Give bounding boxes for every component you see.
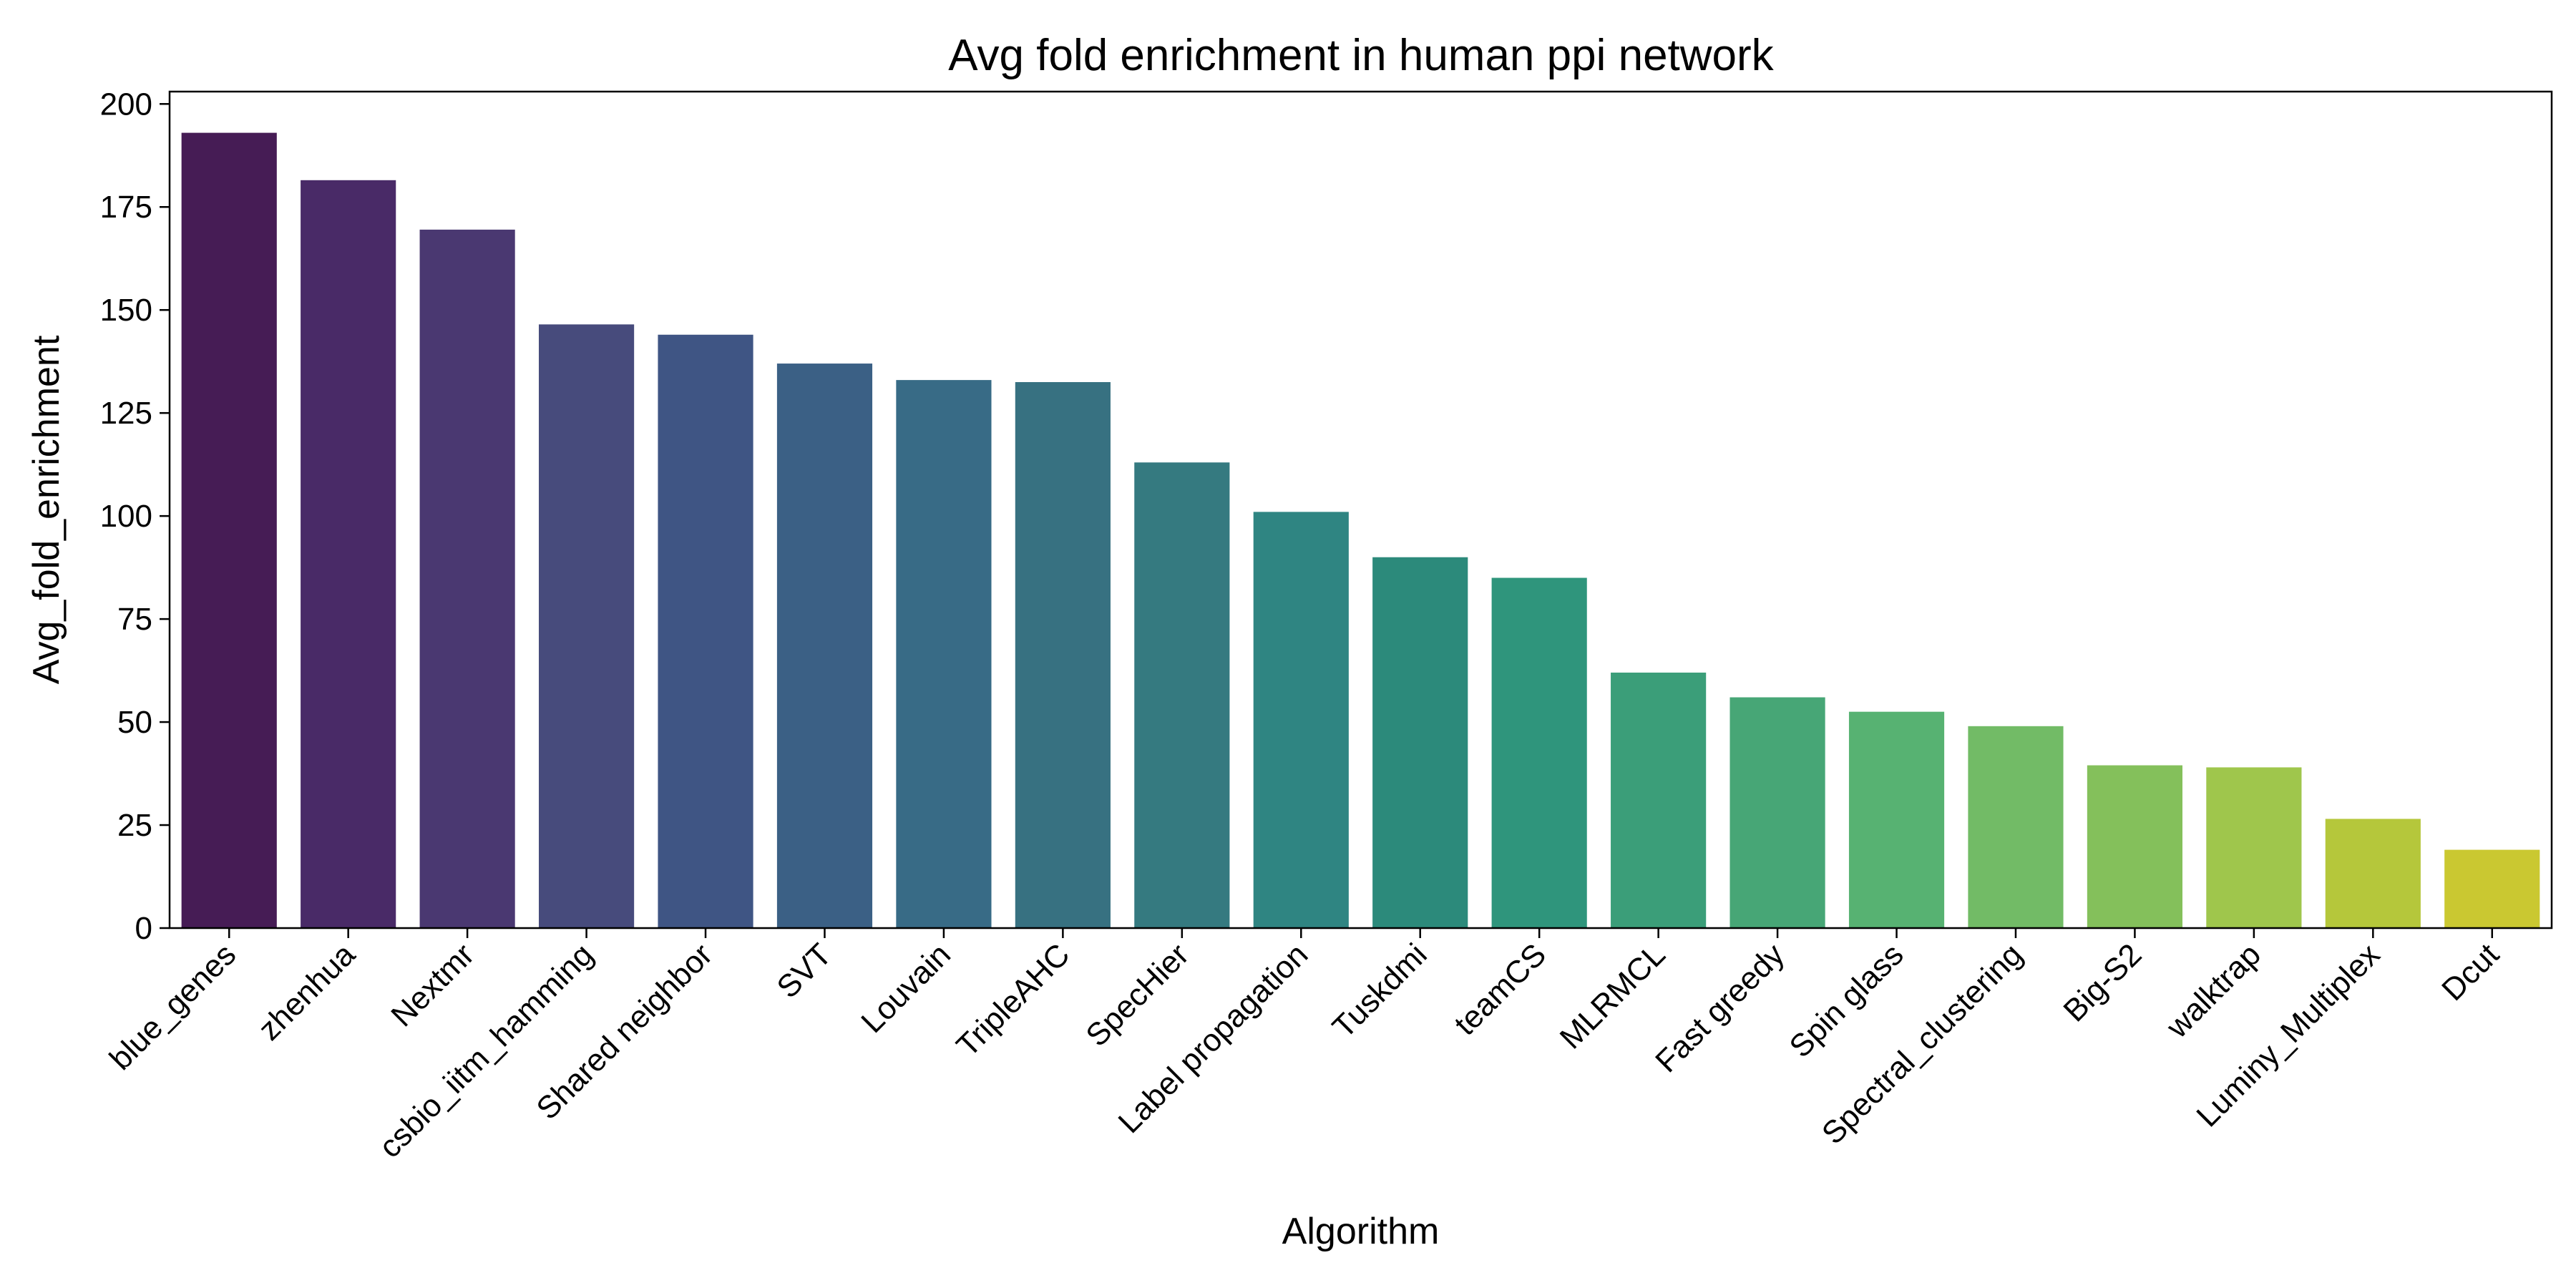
x-tick-label: walktrap [2160,937,2268,1045]
bar [658,334,753,928]
x-axis-label: Algorithm [1282,1211,1440,1252]
x-tick-label: csbio_iitm_hamming [372,937,600,1164]
y-tick-label: 175 [100,190,152,225]
x-tick-label: Dcut [2435,937,2506,1008]
bar [2444,849,2540,928]
y-tick-label: 50 [117,705,152,740]
x-tick-label: SVT [770,937,838,1005]
bar [1491,577,1587,928]
bar [1611,672,1707,928]
chart-title: Avg fold enrichment in human ppi network [948,31,1774,80]
bar [419,229,515,928]
y-tick-label: 150 [100,293,152,328]
bar [1015,381,1111,928]
bar [1729,697,1825,928]
x-tick-label: Big-S2 [2057,937,2148,1028]
y-tick-label: 125 [100,396,152,431]
x-tick-label: teamCS [1448,937,1553,1042]
x-tick-label: Louvain [854,937,957,1040]
y-tick-label: 0 [135,911,152,946]
y-tick-label: 25 [117,808,152,843]
bar [1134,462,1230,928]
x-tick-label: Nextmr [384,937,481,1033]
x-tick-label: zhenhua [252,937,362,1047]
x-tick-label: Spectral_clustering [1815,937,2029,1151]
bar [1968,726,2064,928]
bar [1372,557,1468,928]
x-tick-label: TripleAHC [950,937,1076,1063]
x-tick-label: MLRMCL [1553,937,1672,1055]
bar [1253,512,1349,928]
plot-frame [168,90,2553,930]
x-tick-label: blue_genes [103,937,243,1077]
y-axis: 0 25 50 75 100 125 150 175 200 [100,87,170,946]
x-tick-label: Spin glass [1782,937,1910,1064]
bars-group [181,132,2540,929]
bar [2325,819,2421,928]
x-tick-label: SpecHier [1079,937,1196,1053]
bar [301,180,396,929]
bar [2087,765,2183,928]
bar [1848,711,1945,928]
x-axis: blue_genes zhenhua Nextmrcsbio_iitm_hammin… [103,928,2506,1165]
bar [538,324,635,928]
y-tick-label: 200 [100,87,152,122]
y-tick-label: 100 [100,499,152,534]
x-tick-label: Fast greedy [1649,937,1791,1079]
y-tick-label: 75 [117,602,152,637]
x-tick-label: Tuskdmi [1326,937,1434,1045]
y-axis-label: Avg_fold_enrichment [26,335,67,684]
bar [2206,767,2302,928]
bar [776,364,873,928]
bar [181,132,277,929]
bar [896,380,992,928]
